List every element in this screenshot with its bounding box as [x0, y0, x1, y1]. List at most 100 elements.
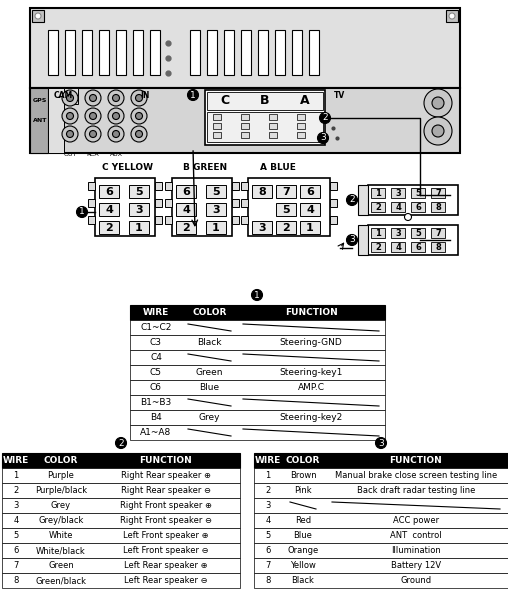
Circle shape: [67, 130, 74, 137]
Text: 3: 3: [320, 133, 326, 142]
Text: B: B: [260, 94, 270, 107]
Text: 2: 2: [13, 486, 19, 495]
Bar: [258, 30, 268, 75]
Text: Right Front speaker ⊖: Right Front speaker ⊖: [120, 516, 212, 525]
Circle shape: [115, 437, 126, 449]
Bar: [129, 203, 149, 216]
Bar: [411, 202, 425, 212]
Bar: [371, 202, 385, 212]
Circle shape: [131, 108, 147, 124]
Text: 6: 6: [306, 187, 314, 197]
Text: 2: 2: [182, 223, 190, 233]
Bar: [300, 203, 320, 216]
Text: Right Front speaker ⊕: Right Front speaker ⊕: [120, 501, 212, 510]
Bar: [130, 425, 385, 440]
Text: 2: 2: [322, 113, 328, 122]
Bar: [300, 185, 320, 198]
Text: Grey: Grey: [51, 501, 71, 510]
Circle shape: [131, 126, 147, 142]
Bar: [358, 185, 368, 215]
Text: COLOR: COLOR: [193, 308, 227, 317]
Bar: [241, 182, 248, 190]
Bar: [254, 483, 508, 498]
Bar: [165, 199, 172, 207]
Text: A: A: [300, 94, 310, 107]
Bar: [207, 30, 217, 75]
Bar: [213, 123, 221, 129]
Bar: [133, 30, 143, 75]
Text: Left Front speaker ⊕: Left Front speaker ⊕: [123, 531, 209, 540]
Text: C: C: [220, 94, 230, 107]
Text: 5: 5: [13, 531, 19, 540]
Bar: [2, 513, 240, 528]
Text: Left Front speaker ⊖: Left Front speaker ⊖: [123, 546, 209, 555]
Text: C5: C5: [150, 368, 162, 377]
Text: 3: 3: [135, 205, 143, 215]
Circle shape: [449, 13, 455, 19]
Text: AMP.C: AMP.C: [298, 383, 325, 392]
Bar: [130, 320, 385, 335]
Text: Right Rear speaker ⊕: Right Rear speaker ⊕: [121, 471, 211, 480]
Text: FUNCTION: FUNCTION: [284, 308, 337, 317]
Bar: [2, 543, 240, 558]
Bar: [241, 216, 248, 224]
Bar: [213, 114, 221, 120]
Bar: [130, 305, 385, 320]
Text: 4: 4: [265, 516, 271, 525]
Bar: [254, 528, 508, 543]
Bar: [88, 199, 95, 207]
Circle shape: [320, 113, 331, 124]
Text: 1: 1: [13, 471, 19, 480]
Text: 8: 8: [265, 576, 271, 585]
Circle shape: [136, 130, 143, 137]
Bar: [2, 468, 240, 483]
Bar: [254, 558, 508, 573]
Text: Green/black: Green/black: [36, 576, 86, 585]
Circle shape: [67, 113, 74, 119]
Text: C3: C3: [150, 338, 162, 347]
Circle shape: [108, 126, 124, 142]
Bar: [431, 188, 445, 198]
Bar: [206, 203, 226, 216]
Bar: [48, 88, 64, 153]
Bar: [297, 132, 305, 138]
Text: Steering-key2: Steering-key2: [279, 413, 342, 422]
Bar: [130, 365, 385, 380]
Text: Steering-GND: Steering-GND: [279, 338, 342, 347]
Text: Purple/black: Purple/black: [35, 486, 87, 495]
Text: RCA: RCA: [87, 151, 99, 157]
Text: ACC power: ACC power: [393, 516, 439, 525]
Circle shape: [85, 90, 101, 106]
Bar: [232, 199, 239, 207]
Bar: [431, 242, 445, 252]
Circle shape: [108, 90, 124, 106]
Circle shape: [131, 90, 147, 106]
Text: 1: 1: [265, 471, 271, 480]
Bar: [254, 573, 508, 588]
Bar: [309, 30, 319, 75]
Text: C6: C6: [150, 383, 162, 392]
Text: White: White: [49, 531, 73, 540]
Text: WIRE: WIRE: [143, 308, 169, 317]
Text: 5: 5: [415, 229, 421, 238]
Text: CAM: CAM: [53, 91, 73, 100]
Bar: [2, 573, 240, 588]
Text: 6: 6: [13, 546, 19, 555]
Bar: [330, 182, 337, 190]
Text: Black: Black: [292, 576, 314, 585]
Text: Manual brake close screen testing line: Manual brake close screen testing line: [335, 471, 497, 480]
Text: 5: 5: [135, 187, 143, 197]
Bar: [300, 221, 320, 234]
Circle shape: [108, 108, 124, 124]
Bar: [241, 123, 249, 129]
Bar: [206, 221, 226, 234]
Text: 3: 3: [258, 223, 266, 233]
Text: 2: 2: [349, 196, 355, 205]
Text: C1~C2: C1~C2: [140, 323, 172, 332]
Text: 8: 8: [435, 202, 441, 211]
Circle shape: [112, 130, 119, 137]
Bar: [207, 92, 323, 110]
Text: 6: 6: [182, 187, 190, 197]
Text: Blue: Blue: [294, 531, 312, 540]
Text: C YELLOW: C YELLOW: [103, 163, 153, 173]
